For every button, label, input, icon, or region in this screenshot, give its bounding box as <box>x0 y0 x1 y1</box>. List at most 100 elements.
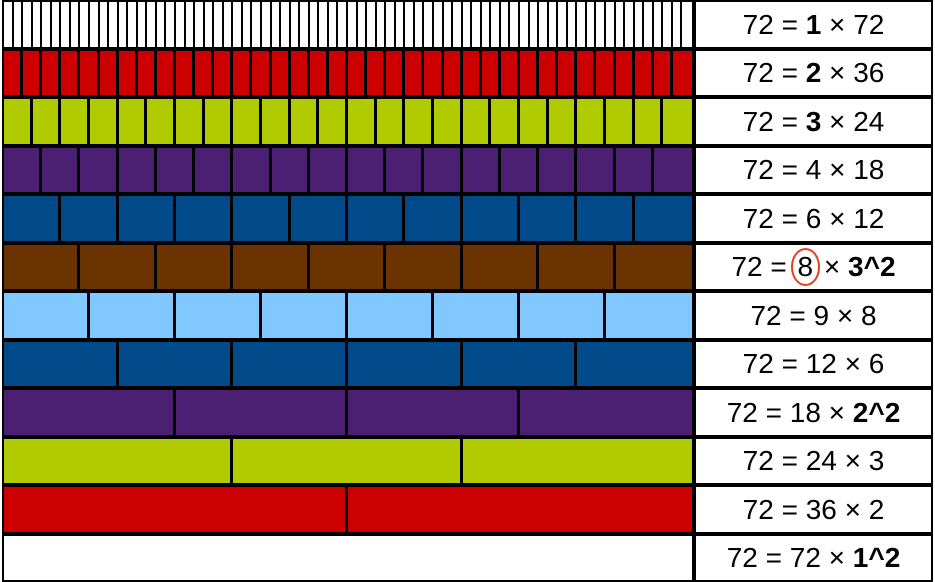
bar-segment <box>100 51 119 95</box>
bar-segment <box>367 51 386 95</box>
bar-segment <box>233 439 463 483</box>
bar-segment <box>176 293 262 338</box>
bar-segment <box>405 2 415 47</box>
bold-factor: 1^2 <box>852 542 901 573</box>
bar-segment <box>23 51 42 95</box>
bar-segment <box>205 2 214 47</box>
bar-segment <box>635 99 663 144</box>
bar-segment <box>119 99 147 144</box>
bar-segment <box>663 99 692 144</box>
bar-segment <box>348 148 386 192</box>
bar-segment <box>214 2 224 47</box>
bar-segment <box>272 2 281 47</box>
label-text: 72 = 72 × <box>726 542 853 573</box>
bar-segment <box>138 51 157 95</box>
bold-factor: 2 <box>805 57 822 88</box>
bar-segment <box>61 196 119 241</box>
bar-segment <box>596 51 616 95</box>
bar-segment <box>635 51 654 95</box>
label-text: 72 = 4 × 18 <box>742 154 885 185</box>
bar-segment <box>4 148 42 192</box>
bar-segment <box>520 51 539 95</box>
label-text: × 24 <box>821 105 885 137</box>
bar-segment <box>587 2 596 47</box>
bar-segment <box>100 2 109 47</box>
bar-segment <box>157 51 176 95</box>
bar-segment <box>424 51 444 95</box>
bar-segment <box>310 51 329 95</box>
segmented-bar <box>2 194 694 243</box>
bar-segment <box>568 2 577 47</box>
bar-segment <box>348 487 692 532</box>
bar-segment <box>291 51 310 95</box>
bar-segment <box>166 2 176 47</box>
bar-segment <box>338 2 348 47</box>
bar-segment <box>252 51 272 95</box>
factor-row: 72 = 6 × 12 <box>0 194 935 243</box>
bold-factor: 2^2 <box>852 396 901 428</box>
bar-segment <box>510 2 520 47</box>
bar-segment <box>396 2 405 47</box>
label-text: 72 = <box>731 251 795 282</box>
bar-segment <box>463 245 539 289</box>
bar-segment <box>606 293 692 338</box>
bar-segment <box>262 293 348 338</box>
label-text: 72 = 12 × 6 <box>742 348 885 379</box>
bar-segment <box>673 2 682 47</box>
bar-segment <box>61 2 71 47</box>
bar-segment <box>520 293 606 338</box>
bar-segment <box>577 99 606 144</box>
bar-segment <box>281 2 291 47</box>
bar-segment <box>4 487 348 532</box>
bar-segment <box>654 51 673 95</box>
segmented-bar <box>2 485 694 534</box>
bar-segment <box>596 2 606 47</box>
label-text: × <box>816 251 849 282</box>
bar-segment <box>90 293 176 338</box>
segmented-bar <box>2 243 694 291</box>
bar-segment <box>80 51 100 95</box>
bar-segment <box>195 51 214 95</box>
bar-segment <box>501 2 510 47</box>
bar-segment <box>577 196 635 241</box>
bar-segment <box>348 390 520 435</box>
bar-segment <box>4 2 14 47</box>
segmented-bar <box>2 0 694 49</box>
bar-segment <box>463 342 577 386</box>
bar-segment <box>23 2 33 47</box>
bar-segment <box>176 2 186 47</box>
bar-segment <box>272 148 310 192</box>
bold-factor: 1 <box>805 8 822 40</box>
bar-segment <box>558 51 577 95</box>
bar-segment <box>348 293 434 338</box>
bar-segment <box>606 2 616 47</box>
factorization-label: 72 = 36 × 2 <box>694 485 933 534</box>
bar-segment <box>434 293 520 338</box>
bar-segment <box>616 2 625 47</box>
bar-segment <box>472 2 482 47</box>
bar-segment <box>348 342 463 386</box>
factorization-label: 72 = 8 × 3^2 <box>694 243 933 291</box>
bar-segment <box>539 51 558 95</box>
bar-segment <box>405 51 424 95</box>
factorization-label: 72 = 6 × 12 <box>694 194 933 243</box>
bar-segment <box>272 51 291 95</box>
bar-segment <box>635 196 692 241</box>
segmented-bar <box>2 388 694 437</box>
bar-segment <box>233 196 291 241</box>
bar-segment <box>109 2 119 47</box>
bar-segment <box>520 196 577 241</box>
bar-segment <box>52 2 61 47</box>
bar-segment <box>424 2 434 47</box>
segmented-bar <box>2 534 694 582</box>
bar-segment <box>157 2 166 47</box>
bar-segment <box>463 51 482 95</box>
bar-segment <box>147 99 176 144</box>
label-text: 72 = 36 × 2 <box>742 493 885 525</box>
bar-segment <box>310 245 386 289</box>
factor-row: 72 = 8 × 3^2 <box>0 243 935 291</box>
label-text: × 36 <box>821 57 885 88</box>
bar-segment <box>4 51 23 95</box>
bar-segment <box>33 2 42 47</box>
bar-segment <box>482 2 491 47</box>
